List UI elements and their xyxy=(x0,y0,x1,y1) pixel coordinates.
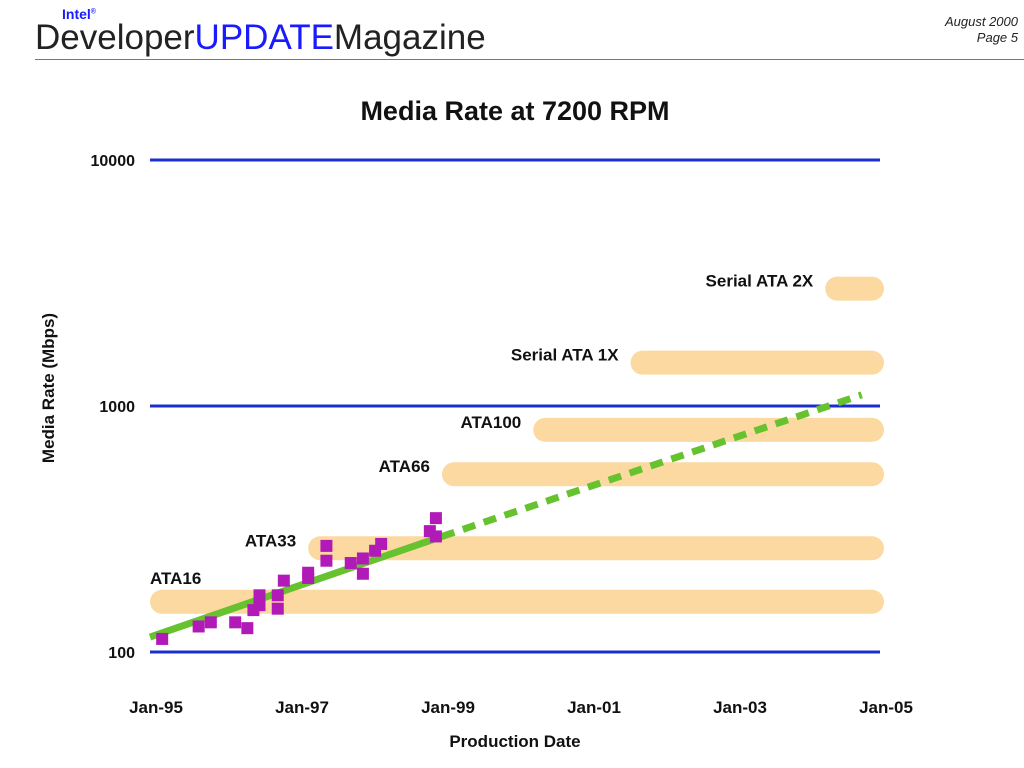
interface-band-ata66 xyxy=(442,462,884,487)
x-tick-label: Jan-95 xyxy=(129,698,183,717)
page-number: Page 5 xyxy=(976,30,1018,45)
x-axis-label: Production Date xyxy=(449,732,580,751)
brand-update: UPDATE xyxy=(194,18,334,57)
interface-label: Serial ATA 1X xyxy=(511,346,619,365)
interface-label: ATA66 xyxy=(379,457,430,476)
x-tick-label: Jan-97 xyxy=(275,698,329,717)
media-rate-chart: Media Rate at 7200 RPM Media Rate (Mbps)… xyxy=(39,96,913,751)
interface-band-ata33 xyxy=(308,536,885,561)
magazine-title: DeveloperUPDATEMagazine xyxy=(35,18,486,58)
interface-label: ATA16 xyxy=(150,569,201,588)
interface-label: ATA100 xyxy=(460,413,521,432)
interface-band-serial-ata-1x xyxy=(630,350,884,375)
brand-developer: Developer xyxy=(35,18,195,57)
trend-line-projection xyxy=(440,391,863,540)
data-point xyxy=(204,616,217,629)
y-tick-label: 1000 xyxy=(99,399,135,416)
data-point xyxy=(271,589,284,602)
issue-date: August 2000 xyxy=(944,14,1018,29)
data-point xyxy=(229,616,242,629)
data-point xyxy=(277,574,290,587)
x-tick-label: Jan-99 xyxy=(421,698,475,717)
intel-logo-text: Intel® xyxy=(62,6,96,22)
y-tick-label: 10000 xyxy=(91,153,136,170)
brand-magazine: Magazine xyxy=(333,18,486,57)
interface-band-ata100 xyxy=(533,417,884,442)
data-point xyxy=(253,589,266,602)
data-point xyxy=(253,599,266,612)
x-tick-label: Jan-03 xyxy=(713,698,767,717)
data-point xyxy=(241,622,254,635)
data-point xyxy=(156,632,169,645)
data-point xyxy=(429,530,442,543)
issue-info: August 2000 Page 5 xyxy=(945,14,1018,46)
magazine-header: Intel® DeveloperUPDATEMagazine August 20… xyxy=(0,0,1024,62)
data-point xyxy=(356,552,369,565)
interface-label: ATA33 xyxy=(245,531,296,550)
data-point xyxy=(429,512,442,525)
data-point xyxy=(375,537,388,550)
trend-line-actual xyxy=(148,533,444,641)
x-tick-label: Jan-01 xyxy=(567,698,621,717)
interface-band-serial-ata-2x xyxy=(825,276,884,301)
data-point xyxy=(271,602,284,615)
y-axis-label: Media Rate (Mbps) xyxy=(39,313,58,463)
interface-band-ata16 xyxy=(150,589,884,614)
data-point xyxy=(356,567,369,580)
data-point xyxy=(192,620,205,633)
data-point xyxy=(302,566,315,579)
y-tick-label: 100 xyxy=(108,645,135,662)
data-point xyxy=(344,557,357,570)
interface-label: Serial ATA 2X xyxy=(706,272,814,291)
header-divider xyxy=(35,59,1024,60)
data-point xyxy=(320,539,333,552)
data-point xyxy=(320,554,333,567)
x-tick-label: Jan-05 xyxy=(859,698,913,717)
chart-title: Media Rate at 7200 RPM xyxy=(360,96,669,126)
